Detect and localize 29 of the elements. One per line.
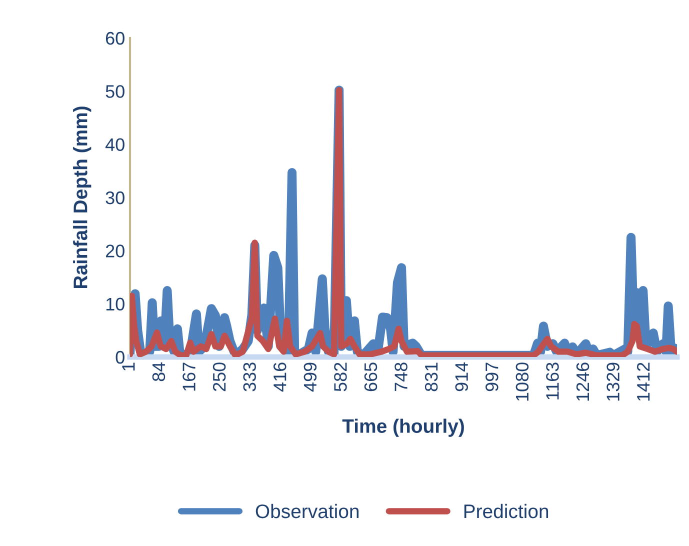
x-tick-label: 1246 xyxy=(576,362,590,401)
x-tick-label: 1412 xyxy=(636,362,650,401)
x-tick-label: 665 xyxy=(364,362,378,392)
y-tick-label: 10 xyxy=(106,298,124,311)
x-tick-label: 748 xyxy=(394,362,408,392)
y-tick-label: 0 xyxy=(116,350,124,364)
x-tick-label: 250 xyxy=(212,362,226,392)
x-tick-label: 167 xyxy=(182,362,196,391)
x-tick-label: 1080 xyxy=(516,362,529,401)
x-tick-label: 416 xyxy=(274,362,286,392)
y-tick-label: 40 xyxy=(105,138,124,152)
y-tick-label: 30 xyxy=(106,191,124,204)
x-tick-label: 84 xyxy=(152,362,166,382)
y-axis-title: Rainfall Depth (mm) xyxy=(73,106,92,288)
x-tick-label: 831 xyxy=(424,362,438,392)
legend-label: Observation xyxy=(256,504,359,518)
legend-label: Prediction xyxy=(464,504,548,518)
y-tick-label: 50 xyxy=(106,85,124,98)
x-tick-label: 997 xyxy=(486,362,498,392)
x-tick-label: 1163 xyxy=(546,362,559,400)
y-tick-label: 20 xyxy=(106,244,124,258)
x-tick-label: 1329 xyxy=(606,362,620,401)
x-tick-label: 914 xyxy=(455,362,468,392)
x-tick-label: 582 xyxy=(334,362,347,392)
y-tick-label: 60 xyxy=(106,32,124,45)
x-tick-label: 1 xyxy=(122,362,135,371)
x-tick-label: 333 xyxy=(243,362,256,392)
x-axis-title: Time (hourly) xyxy=(342,418,464,437)
x-tick-label: 499 xyxy=(304,362,317,392)
